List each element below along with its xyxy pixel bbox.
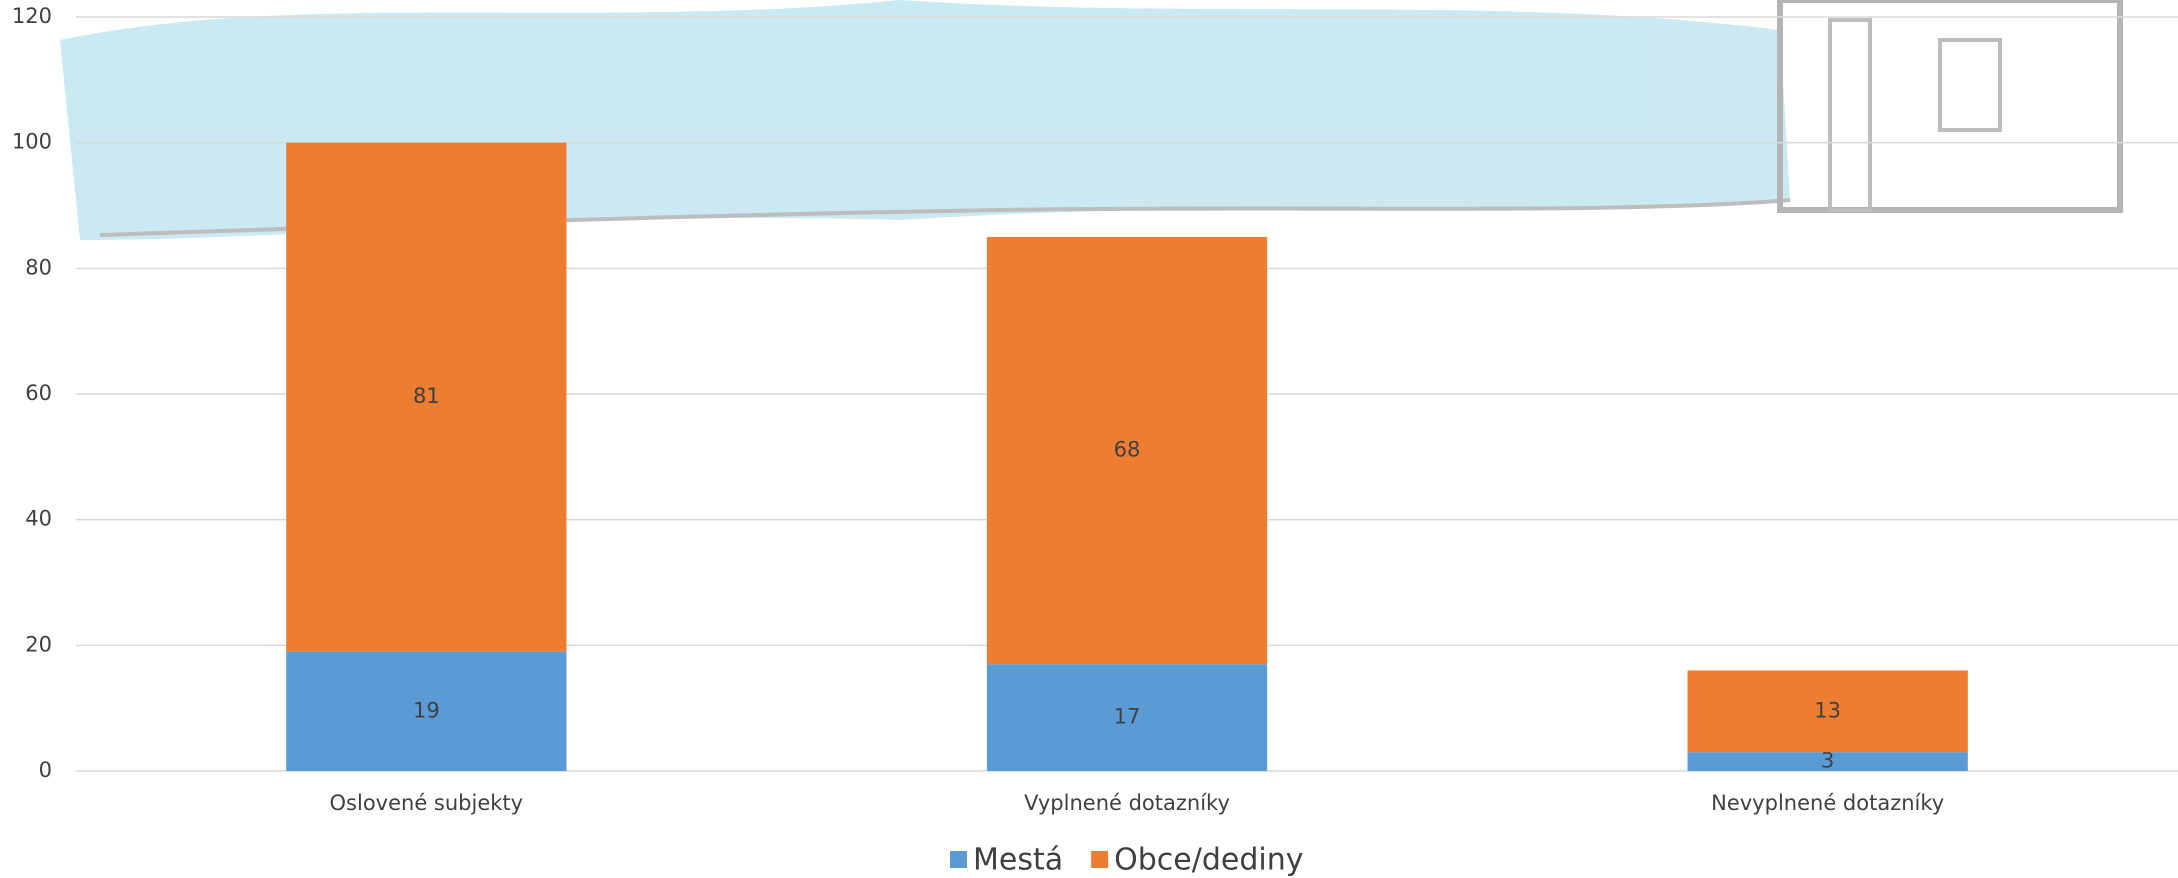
y-tick-label: 20 xyxy=(25,632,52,656)
y-tick-label: 40 xyxy=(25,507,52,531)
bar-segment xyxy=(986,236,1268,665)
x-tick-label: Vyplnené dotazníky xyxy=(1024,791,1230,815)
data-label: 68 xyxy=(1114,438,1141,462)
data-label: 13 xyxy=(1814,698,1841,722)
data-label: 3 xyxy=(1821,749,1834,773)
legend-swatch xyxy=(950,851,967,868)
bar-segment xyxy=(286,651,567,771)
bar-segment xyxy=(1687,670,1968,753)
y-tick-label: 0 xyxy=(39,758,52,782)
data-label: 19 xyxy=(413,698,440,722)
data-label: 17 xyxy=(1114,705,1141,729)
bar-segment xyxy=(1687,752,1968,771)
y-tick-label: 120 xyxy=(12,4,52,28)
y-tick-label: 80 xyxy=(25,255,52,279)
bar-segment xyxy=(986,664,1268,771)
y-tick-label: 100 xyxy=(12,130,52,154)
y-tick-label: 60 xyxy=(25,381,52,405)
x-tick-label: Nevyplnené dotazníky xyxy=(1711,791,1944,815)
legend-swatch xyxy=(1091,851,1109,868)
bar-segment xyxy=(286,142,567,652)
legend-label: Obce/dediny xyxy=(1114,843,1303,878)
legend: Mestá Obce/dediny xyxy=(950,843,1304,878)
x-tick-label: Oslovené subjekty xyxy=(330,791,524,815)
data-label: 81 xyxy=(413,384,440,408)
legend-label: Mestá xyxy=(973,843,1063,878)
